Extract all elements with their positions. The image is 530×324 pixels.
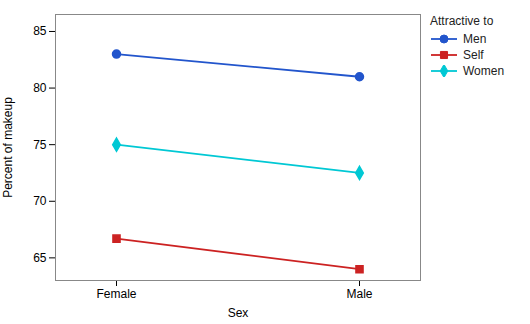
html-text:Women: Women [463, 64, 505, 78]
svg-text:70: 70 [33, 194, 47, 208]
svg-text:65: 65 [33, 251, 47, 265]
html-text:Self: Self [463, 48, 484, 62]
svg-text:80: 80 [33, 81, 47, 95]
svg-text:85: 85 [33, 24, 47, 38]
html-text:Men: Men [463, 32, 487, 46]
svg-text:Male: Male [346, 287, 372, 301]
svg-text:Female: Female [96, 287, 136, 301]
html-text:Attractive to: Attractive to [430, 14, 494, 28]
svg-text:75: 75 [33, 138, 47, 152]
svg-text:Sex: Sex [228, 306, 249, 320]
svg-text:Percent of makeup: Percent of makeup [1, 97, 15, 198]
